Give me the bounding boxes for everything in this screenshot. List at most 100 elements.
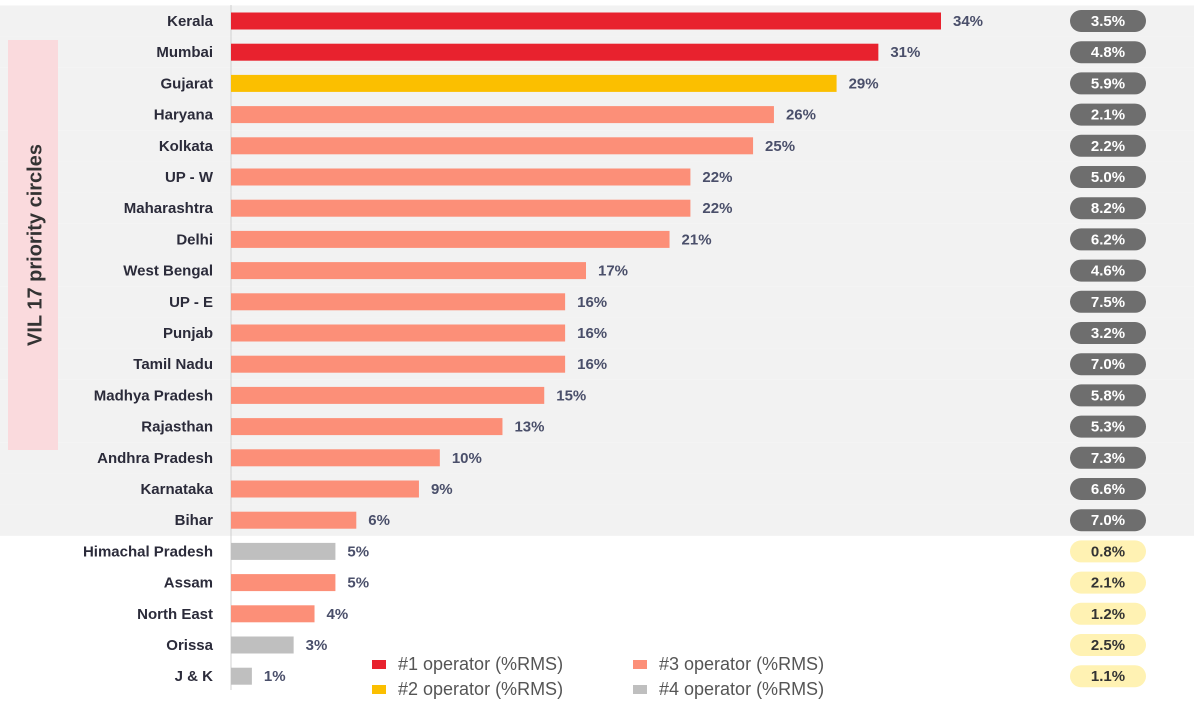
- bar: [231, 636, 294, 654]
- side-pill: [1070, 322, 1146, 344]
- side-label: 0.8%: [1091, 543, 1125, 560]
- side-pill: [1070, 634, 1146, 656]
- bar: [231, 43, 879, 61]
- side-pill: [1070, 72, 1146, 95]
- category-label: J & K: [175, 668, 214, 685]
- bar: [231, 480, 419, 498]
- category-label: UP - W: [165, 169, 214, 186]
- bar: [231, 511, 357, 529]
- legend-label: #1 operator (%RMS): [398, 654, 563, 674]
- side-label: 7.5%: [1091, 294, 1125, 311]
- side-pill: [1070, 478, 1146, 500]
- side-label: 7.0%: [1091, 356, 1125, 373]
- side-pill: [1070, 103, 1146, 126]
- category-label: Delhi: [176, 231, 213, 248]
- side-pill: [1070, 166, 1146, 188]
- value-label: 25%: [765, 138, 795, 155]
- legend-swatch: [633, 660, 647, 669]
- row-shade: [0, 442, 1194, 474]
- side-label: 4.8%: [1091, 44, 1125, 61]
- side-pill: [1070, 290, 1146, 313]
- side-label: 7.0%: [1091, 512, 1125, 529]
- side-pill: [1070, 665, 1146, 688]
- side-label: 7.3%: [1091, 450, 1125, 467]
- value-label: 1%: [264, 668, 286, 685]
- category-label: West Bengal: [123, 263, 213, 280]
- bar: [231, 355, 566, 373]
- side-label: 5.9%: [1091, 75, 1125, 92]
- value-label: 5%: [347, 543, 369, 560]
- category-label: Kerala: [167, 13, 214, 30]
- bar: [231, 449, 440, 467]
- row-shade: [0, 348, 1194, 380]
- side-pill: [1070, 415, 1146, 438]
- bar: [231, 324, 566, 342]
- category-label: Madhya Pradesh: [94, 387, 213, 404]
- row-shade: [0, 473, 1194, 505]
- group-label: VIL 17 priority circles: [24, 144, 46, 346]
- category-label: UP - E: [169, 294, 213, 311]
- value-label: 26%: [786, 107, 816, 124]
- bar: [231, 667, 252, 685]
- side-pill: [1070, 41, 1146, 64]
- category-label: Gujarat: [160, 75, 213, 92]
- bar: [231, 74, 837, 92]
- side-pill: [1070, 197, 1146, 220]
- side-pill: [1070, 228, 1146, 251]
- bar: [231, 293, 566, 311]
- value-label: 21%: [682, 231, 712, 248]
- side-pill: [1070, 509, 1146, 532]
- category-label: North East: [137, 606, 213, 623]
- side-label: 2.1%: [1091, 575, 1125, 592]
- value-label: 29%: [849, 75, 879, 92]
- value-label: 16%: [577, 356, 607, 373]
- bar: [231, 137, 754, 155]
- bar: [231, 386, 545, 404]
- value-label: 4%: [327, 606, 349, 623]
- value-label: 31%: [890, 44, 920, 61]
- value-label: 3%: [306, 637, 328, 654]
- category-label: Karnataka: [140, 481, 213, 498]
- side-pill: [1070, 353, 1146, 376]
- row-shade: [0, 255, 1194, 287]
- bar: [231, 199, 691, 217]
- side-pill: [1070, 259, 1146, 282]
- side-label: 3.5%: [1091, 13, 1125, 30]
- legend-label: #4 operator (%RMS): [659, 679, 824, 699]
- bar: [231, 574, 336, 592]
- bar: [231, 168, 691, 186]
- side-label: 4.6%: [1091, 263, 1125, 280]
- category-label: Punjab: [163, 325, 213, 342]
- category-label: Haryana: [154, 107, 214, 124]
- category-label: Mumbai: [156, 44, 213, 61]
- bar: [231, 230, 670, 248]
- value-label: 13%: [514, 419, 544, 436]
- value-label: 22%: [702, 200, 732, 217]
- category-label: Andhra Pradesh: [97, 450, 213, 467]
- row-shade: [0, 411, 1194, 443]
- value-label: 15%: [556, 387, 586, 404]
- legend-label: #3 operator (%RMS): [659, 654, 824, 674]
- side-pill: [1070, 602, 1146, 625]
- bar: [231, 542, 336, 560]
- value-label: 9%: [431, 481, 453, 498]
- legend-swatch: [633, 685, 647, 694]
- bar: [231, 262, 586, 280]
- side-label: 6.2%: [1091, 231, 1125, 248]
- legend-swatch: [372, 685, 386, 694]
- value-label: 5%: [347, 575, 369, 592]
- side-label: 2.2%: [1091, 138, 1125, 155]
- side-pill: [1070, 571, 1146, 594]
- value-label: 10%: [452, 450, 482, 467]
- legend-swatch: [372, 660, 386, 669]
- value-label: 22%: [702, 169, 732, 186]
- group-box: [8, 40, 58, 450]
- side-label: 1.2%: [1091, 606, 1125, 623]
- side-pill: [1070, 540, 1146, 563]
- category-label: Maharashtra: [124, 200, 214, 217]
- value-label: 17%: [598, 263, 628, 280]
- category-label: Assam: [164, 575, 213, 592]
- bar: [231, 106, 774, 124]
- side-pill: [1070, 10, 1146, 32]
- background: [0, 5, 1194, 536]
